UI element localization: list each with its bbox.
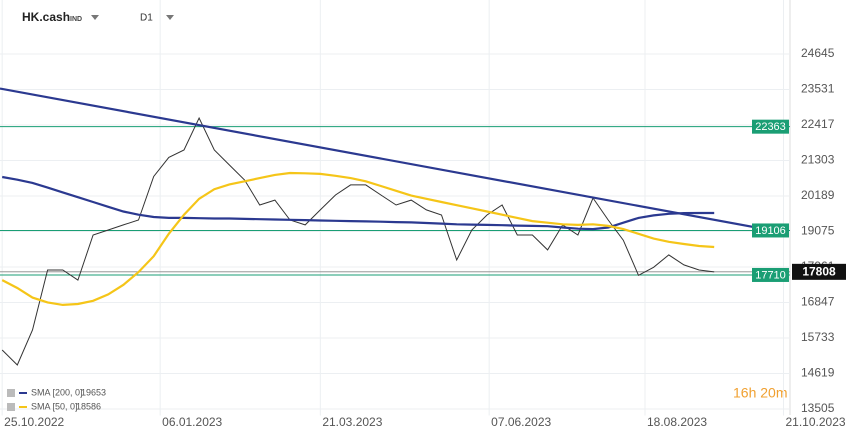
legend-swatch xyxy=(19,392,27,394)
y-tick-label: 23531 xyxy=(801,82,835,96)
y-tick-label: 19075 xyxy=(801,224,835,238)
x-tick-label: 21.10.2023 xyxy=(786,415,846,429)
y-tick-label: 21303 xyxy=(801,153,835,167)
y-tick-label: 22417 xyxy=(801,117,835,131)
current-price-box xyxy=(792,263,846,280)
y-tick-label: 24645 xyxy=(801,46,835,60)
trendline xyxy=(0,87,765,231)
level-label: 19106 xyxy=(755,225,786,237)
legend-name: SMA [200, 0] xyxy=(31,387,83,397)
symbol[interactable]: HK.cash xyxy=(22,10,70,24)
level-label: 22363 xyxy=(755,121,786,133)
countdown: 16h 20m xyxy=(733,385,787,401)
x-tick-label: 06.01.2023 xyxy=(162,415,222,429)
x-tick-label: 18.08.2023 xyxy=(647,415,707,429)
y-tick-label: 13505 xyxy=(801,401,835,415)
legend-swatch xyxy=(19,406,27,408)
legend-value: 18586 xyxy=(76,401,101,411)
series-line xyxy=(2,175,715,231)
series-line xyxy=(1,171,715,307)
legend-icon xyxy=(7,389,15,397)
plot xyxy=(0,87,790,366)
x-tick-label: 21.03.2023 xyxy=(322,415,382,429)
legend-name: SMA [50, 0] xyxy=(31,401,78,411)
x-tick-label: 07.06.2023 xyxy=(491,415,551,429)
dropdown-arrow[interactable] xyxy=(166,15,174,20)
market: IND xyxy=(70,16,82,23)
current-price-label: 17808 xyxy=(802,265,836,279)
x-tick-label: 25.10.2022 xyxy=(4,415,64,429)
level-label-box xyxy=(752,267,789,282)
level-label-box xyxy=(752,223,789,238)
legend-value: 19653 xyxy=(81,387,106,397)
y-tick-label: 14619 xyxy=(801,366,835,380)
dropdown-arrow[interactable] xyxy=(91,15,99,20)
series-line xyxy=(1,116,715,366)
y-tick-label: 20189 xyxy=(801,188,835,202)
y-tick-label: 16847 xyxy=(801,295,835,309)
legend-icon xyxy=(7,403,15,411)
timeframe[interactable]: D1 xyxy=(140,13,153,24)
level-label-box xyxy=(752,119,789,134)
y-tick-label: 15733 xyxy=(801,330,835,344)
level-label: 17710 xyxy=(755,269,786,281)
header: HK.cash IND D1 xyxy=(22,10,174,24)
